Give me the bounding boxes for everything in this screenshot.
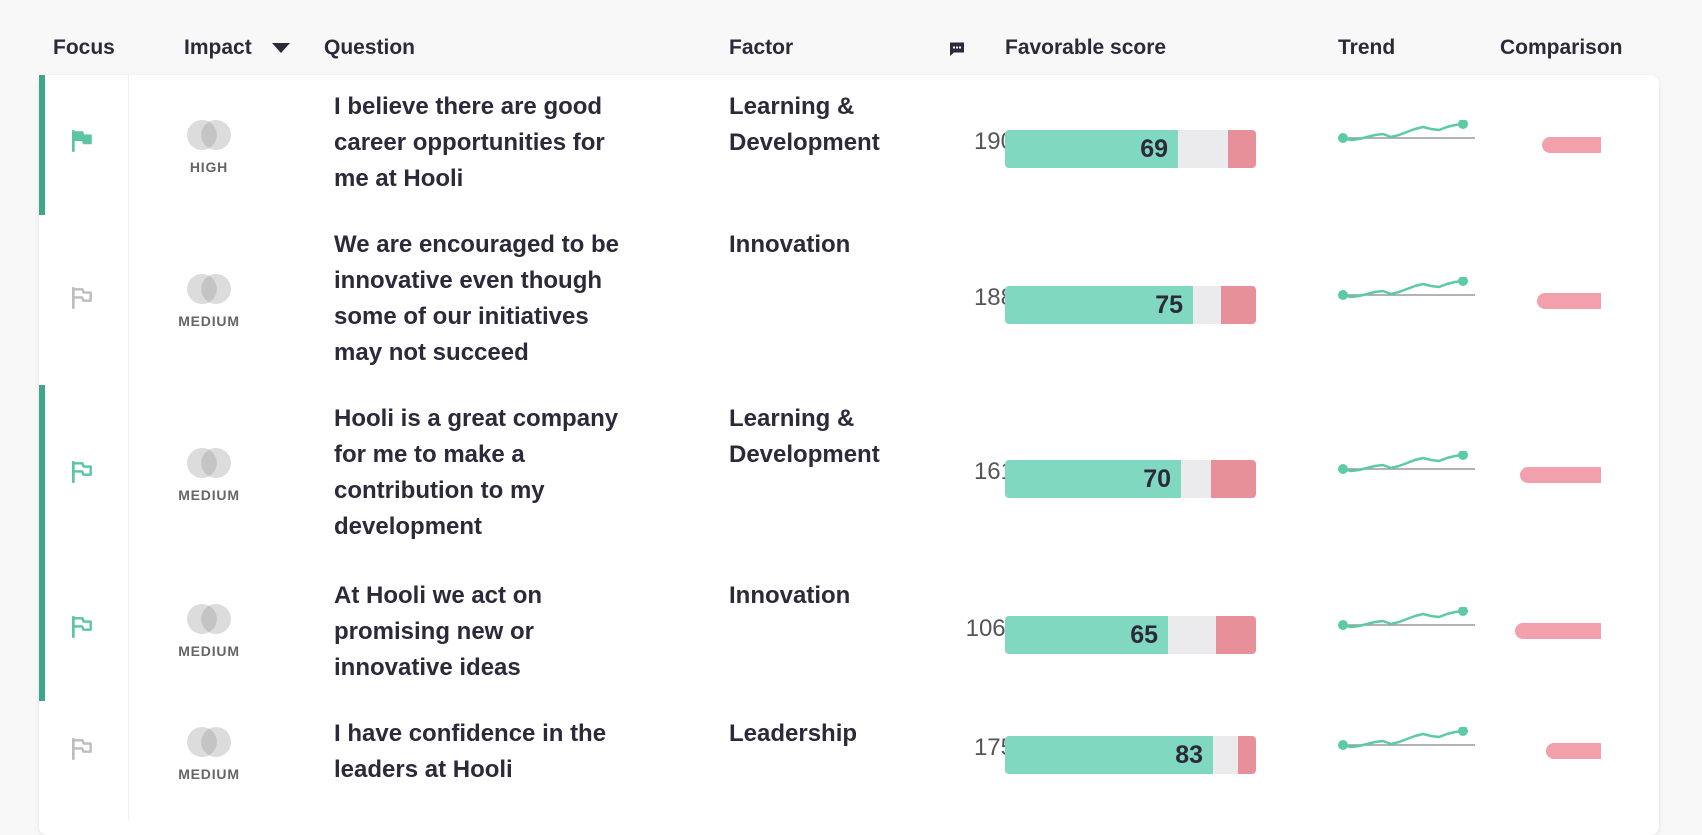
question-text[interactable]: At Hooli we act on promising new or inno… [334, 582, 543, 681]
flag-outline-icon[interactable] [69, 459, 95, 485]
favorable-score-value: 69 [1140, 135, 1168, 163]
table-row[interactable]: MEDIUM Hooli is a great company for me t… [39, 385, 1659, 560]
favorable-score-bar[interactable]: 69 [1005, 130, 1256, 168]
table-row[interactable]: MEDIUM I have confidence in the leaders … [39, 701, 1659, 820]
favorable-segment [1005, 736, 1213, 774]
header-comparison[interactable]: Comparison [1500, 36, 1623, 59]
factor-text[interactable]: Leadership [729, 720, 858, 747]
comparison-bar[interactable] [1520, 467, 1601, 483]
sort-descending-icon[interactable] [272, 43, 290, 53]
flag-filled-icon[interactable] [69, 128, 95, 154]
impact-label: HIGH [189, 159, 229, 175]
favorable-score-value: 83 [1175, 741, 1203, 769]
question-text[interactable]: We are encouraged to be innovative even … [334, 231, 619, 366]
impact-label: MEDIUM [178, 766, 240, 782]
comment-icon[interactable] [949, 41, 965, 57]
impact-label: MEDIUM [178, 313, 240, 329]
trend-sparkline[interactable] [1335, 607, 1479, 637]
factor-text[interactable]: Innovation [729, 231, 851, 258]
header-favorable-score[interactable]: Favorable score [1005, 36, 1167, 59]
favorable-score-bar[interactable]: 65 [1005, 616, 1256, 654]
table-row[interactable]: MEDIUM We are encouraged to be innovativ… [39, 215, 1659, 385]
comment-count[interactable]: 188 [973, 284, 1014, 311]
impact-label: MEDIUM [178, 487, 240, 503]
comment-count[interactable]: 190 [973, 128, 1014, 155]
comparison-bar[interactable] [1537, 293, 1601, 309]
trend-sparkline[interactable] [1335, 451, 1479, 481]
header-focus[interactable]: Focus [53, 36, 115, 59]
factor-text[interactable]: Learning & Development [729, 93, 880, 156]
favorable-segment [1005, 460, 1181, 498]
impact-indicator: HIGH [159, 117, 259, 175]
table-row[interactable]: MEDIUM At Hooli we act on promising new … [39, 560, 1659, 701]
neutral-segment [1178, 130, 1228, 168]
impact-venn-icon [185, 271, 233, 307]
factor-text[interactable]: Innovation [729, 582, 851, 609]
impact-venn-icon [185, 117, 233, 153]
unfavorable-segment [1216, 616, 1256, 654]
favorable-score-bar[interactable]: 70 [1005, 460, 1256, 498]
unfavorable-segment [1221, 286, 1256, 324]
question-text[interactable]: I have confidence in the leaders at Hool… [334, 720, 607, 783]
impact-indicator: MEDIUM [159, 724, 259, 782]
factor-text[interactable]: Learning & Development [729, 405, 880, 468]
question-text[interactable]: I believe there are good career opportun… [334, 93, 605, 192]
impact-venn-icon [185, 724, 233, 760]
favorable-score-value: 65 [1130, 621, 1158, 649]
header-trend[interactable]: Trend [1338, 36, 1396, 59]
unfavorable-segment [1211, 460, 1256, 498]
impact-indicator: MEDIUM [159, 271, 259, 329]
header-factor[interactable]: Factor [729, 36, 794, 59]
focus-column-divider [128, 75, 129, 820]
favorable-score-bar[interactable]: 75 [1005, 286, 1256, 324]
neutral-segment [1213, 736, 1238, 774]
impact-label: MEDIUM [178, 643, 240, 659]
impact-indicator: MEDIUM [159, 601, 259, 659]
trend-sparkline[interactable] [1335, 277, 1479, 307]
comment-count[interactable]: 175 [973, 734, 1014, 761]
trend-sparkline[interactable] [1335, 727, 1479, 757]
neutral-segment [1193, 286, 1221, 324]
favorable-score-value: 70 [1143, 465, 1171, 493]
comment-count[interactable]: 161 [973, 458, 1014, 485]
unfavorable-segment [1238, 736, 1256, 774]
flag-outline-icon[interactable] [69, 736, 95, 762]
table-row[interactable]: HIGH I believe there are good career opp… [39, 75, 1659, 215]
comparison-bar[interactable] [1546, 743, 1601, 759]
impact-venn-icon [185, 445, 233, 481]
focus-indicator [39, 385, 45, 560]
impact-indicator: MEDIUM [159, 445, 259, 503]
comparison-bar[interactable] [1542, 137, 1601, 153]
favorable-segment [1005, 286, 1193, 324]
favorable-segment [1005, 130, 1178, 168]
favorable-segment [1005, 616, 1168, 654]
impact-venn-icon [185, 601, 233, 637]
favorable-score-bar[interactable]: 83 [1005, 736, 1256, 774]
header-question[interactable]: Question [324, 36, 416, 59]
trend-sparkline[interactable] [1335, 120, 1479, 150]
comparison-bar[interactable] [1515, 623, 1601, 639]
favorable-score-value: 75 [1155, 291, 1183, 319]
neutral-segment [1181, 460, 1211, 498]
unfavorable-segment [1228, 130, 1256, 168]
questions-table [39, 75, 1659, 835]
focus-indicator [39, 560, 45, 701]
flag-outline-icon[interactable] [69, 614, 95, 640]
question-text[interactable]: Hooli is a great company for me to make … [334, 405, 619, 540]
neutral-segment [1168, 616, 1216, 654]
table-header: Focus Impact Question Factor Favorable s… [0, 36, 1702, 60]
flag-outline-icon[interactable] [69, 285, 95, 311]
header-impact[interactable]: Impact [184, 36, 252, 59]
focus-indicator [39, 75, 45, 215]
